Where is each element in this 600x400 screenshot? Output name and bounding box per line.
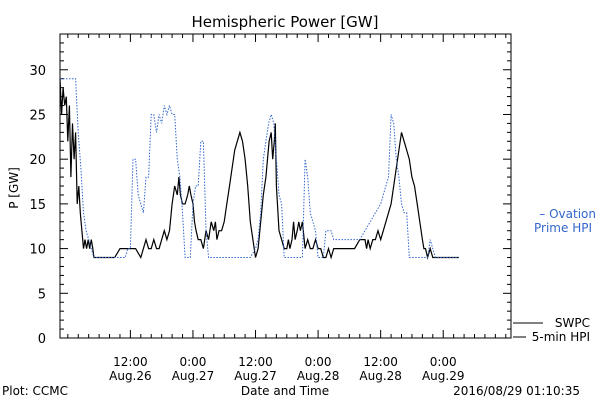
x-tick-date-label: Aug.29 <box>422 369 465 383</box>
legend-ovation-label-line2: Prime HPI <box>534 221 592 235</box>
y-tick-label: 0 <box>38 332 46 347</box>
x-tick-time-label: 12:00 <box>238 355 273 369</box>
ovation-prime-series-line <box>60 78 459 258</box>
x-tick-time-label: 0:00 <box>305 355 332 369</box>
legend-ovation-label-line1: – Ovation <box>539 207 596 221</box>
y-tick-label: 5 <box>38 287 46 302</box>
x-tick-date-label: Aug.27 <box>172 369 215 383</box>
y-axis: 0 5 10 15 20 25 30 <box>29 33 511 347</box>
legend-swpc-label-line2: 5-min HPI <box>532 330 590 344</box>
y-tick-label: 30 <box>29 64 46 79</box>
x-axis-label: Date and Time <box>241 384 329 398</box>
y-axis-label: P [GW] <box>7 167 21 209</box>
plot-frame <box>59 33 512 339</box>
swpc-hpi-series-line <box>59 78 459 260</box>
x-tick-date-label: Aug.26 <box>109 369 152 383</box>
legend-swpc-label-line1: SWPC <box>555 316 590 330</box>
x-tick-time-label: 12:00 <box>113 355 148 369</box>
x-tick-date-label: Aug.27 <box>234 369 277 383</box>
x-tick-time-label: 0:00 <box>430 355 457 369</box>
y-tick-label: 10 <box>29 243 46 258</box>
y-tick-label: 25 <box>29 108 46 123</box>
series-layer <box>59 78 459 260</box>
y-tick-label: 15 <box>29 198 46 213</box>
y-tick-label: 20 <box>29 153 46 168</box>
x-tick-date-label: Aug.28 <box>359 369 402 383</box>
chart-title: Hemispheric Power [GW] <box>192 13 379 31</box>
footer-plot-credit: Plot: CCMC <box>2 384 68 398</box>
x-tick-time-label: 12:00 <box>363 355 398 369</box>
x-tick-date-label: Aug.28 <box>297 369 340 383</box>
x-tick-time-label: 0:00 <box>179 355 206 369</box>
footer-timestamp: 2016/08/29 01:10:35 <box>453 384 580 398</box>
x-axis: 12:00Aug.260:00Aug.2712:00Aug.270:00Aug.… <box>67 34 507 383</box>
